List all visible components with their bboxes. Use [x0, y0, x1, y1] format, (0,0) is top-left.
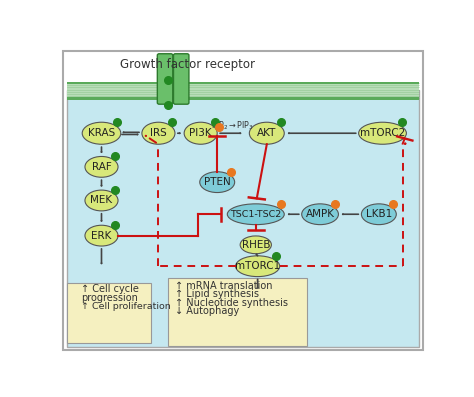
- Text: KRAS: KRAS: [88, 128, 115, 138]
- FancyBboxPatch shape: [66, 91, 419, 347]
- Text: ↓ Autophagy: ↓ Autophagy: [175, 306, 239, 316]
- FancyBboxPatch shape: [63, 51, 423, 350]
- Text: Growth factor receptor: Growth factor receptor: [120, 58, 255, 71]
- Ellipse shape: [301, 204, 338, 225]
- Text: progression: progression: [82, 293, 138, 303]
- FancyBboxPatch shape: [66, 97, 419, 100]
- FancyBboxPatch shape: [173, 54, 189, 104]
- Ellipse shape: [184, 122, 217, 144]
- Text: MEK: MEK: [91, 195, 112, 206]
- Ellipse shape: [200, 172, 235, 193]
- Text: TSC1-TSC2: TSC1-TSC2: [230, 210, 282, 219]
- Text: mTORC2: mTORC2: [360, 128, 405, 138]
- Text: LKB1: LKB1: [366, 209, 392, 219]
- Text: PIP$_2$$\rightarrow$PIP$_3$: PIP$_2$$\rightarrow$PIP$_3$: [211, 119, 254, 132]
- Ellipse shape: [85, 156, 118, 177]
- Ellipse shape: [249, 122, 284, 144]
- Ellipse shape: [359, 122, 406, 144]
- Ellipse shape: [85, 225, 118, 246]
- Ellipse shape: [236, 256, 280, 277]
- Text: ↑ Cell proliferation: ↑ Cell proliferation: [82, 302, 171, 311]
- Ellipse shape: [85, 190, 118, 211]
- Text: AKT: AKT: [257, 128, 276, 138]
- Ellipse shape: [228, 204, 284, 225]
- Text: mTORC1: mTORC1: [235, 261, 280, 271]
- FancyBboxPatch shape: [168, 278, 307, 346]
- FancyBboxPatch shape: [66, 82, 419, 100]
- Text: PI3K: PI3K: [190, 128, 212, 138]
- Text: AMPK: AMPK: [306, 209, 335, 219]
- Ellipse shape: [142, 122, 175, 144]
- Ellipse shape: [82, 122, 121, 144]
- Text: ↑ Nucleotide synthesis: ↑ Nucleotide synthesis: [175, 298, 288, 308]
- FancyBboxPatch shape: [66, 283, 151, 343]
- Text: PTEN: PTEN: [204, 177, 230, 187]
- Ellipse shape: [361, 204, 396, 225]
- Text: RHEB: RHEB: [242, 240, 270, 250]
- Text: ↑ Lipid synthesis: ↑ Lipid synthesis: [175, 289, 259, 299]
- Text: IRS: IRS: [150, 128, 167, 138]
- Text: ↑ Cell cycle: ↑ Cell cycle: [82, 284, 139, 294]
- Ellipse shape: [240, 236, 272, 254]
- Text: ↑ mRNA translation: ↑ mRNA translation: [175, 281, 273, 291]
- FancyBboxPatch shape: [157, 54, 173, 104]
- FancyBboxPatch shape: [66, 81, 419, 84]
- Text: RAF: RAF: [91, 162, 111, 172]
- Text: ERK: ERK: [91, 231, 112, 241]
